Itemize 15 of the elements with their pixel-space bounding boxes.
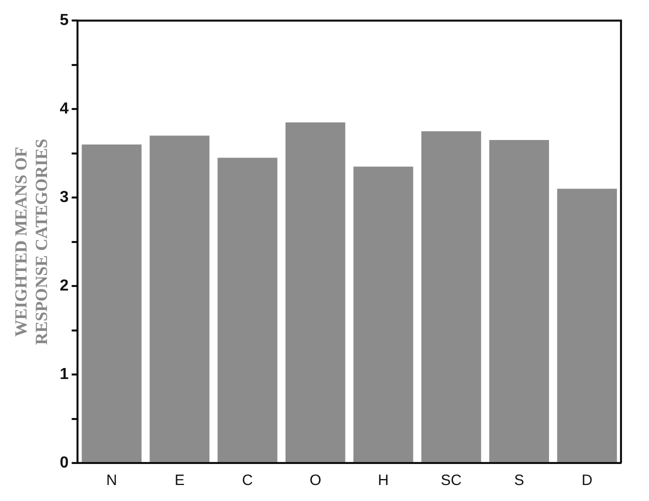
y-tick-label: 0 <box>60 454 69 472</box>
x-tick-label: S <box>514 472 524 490</box>
y-axis-title: WEIGHTED MEANS OF RESPONSE CATEGORIES <box>12 138 51 345</box>
x-tick-label: D <box>582 472 593 490</box>
x-tick-label: N <box>106 472 118 490</box>
x-tick-label: O <box>310 472 322 490</box>
y-tick-label: 2 <box>60 277 69 294</box>
x-tick-label: C <box>242 472 254 490</box>
x-tick-label: SC <box>440 472 462 490</box>
x-tick-label: E <box>174 472 185 490</box>
y-tick-label: 5 <box>60 12 69 30</box>
y-tick-label: 4 <box>60 100 69 118</box>
y-tick-label: 1 <box>60 366 69 383</box>
y-tick-label: 3 <box>60 188 69 206</box>
x-tick-label: H <box>378 472 389 490</box>
